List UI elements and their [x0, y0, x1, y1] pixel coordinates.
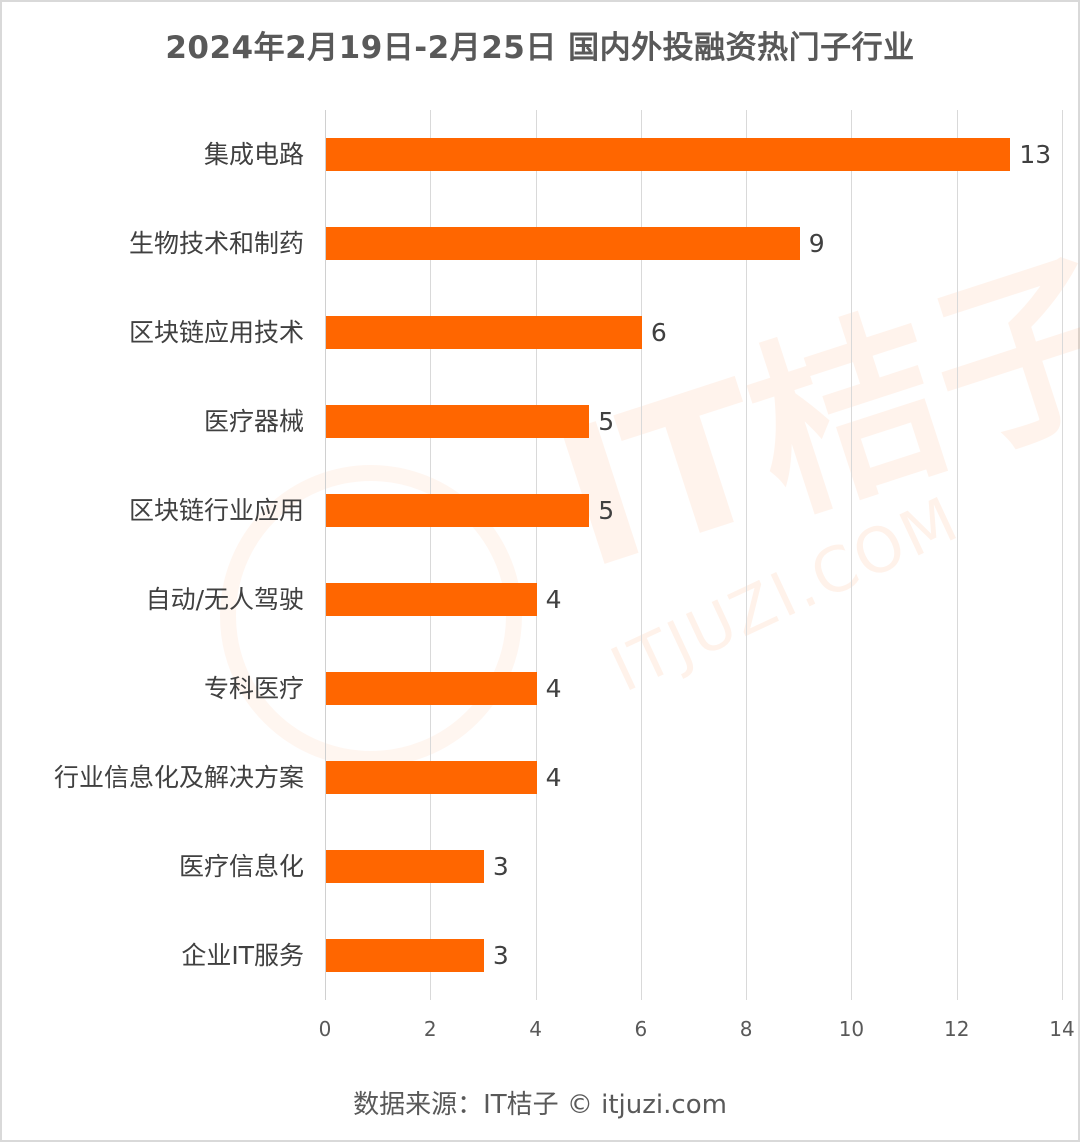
x-tick-label: 12	[943, 1017, 970, 1041]
category-label: 行业信息化及解决方案	[53, 762, 304, 792]
bar	[326, 493, 590, 527]
bar	[326, 315, 642, 349]
data-label: 9	[808, 228, 825, 258]
data-label: 3	[492, 940, 509, 970]
gridline	[535, 110, 537, 1000]
bar	[326, 849, 484, 883]
data-label: 13	[1019, 139, 1052, 169]
bar	[326, 938, 484, 972]
x-tick-label: 10	[838, 1017, 865, 1041]
bar	[326, 582, 537, 616]
category-label: 自动/无人驾驶	[145, 584, 304, 614]
category-label: 企业IT服务	[181, 940, 304, 970]
bar	[326, 404, 590, 438]
plot-area: 13 9 6 5 5 4 4 4 3 3	[325, 110, 1063, 1000]
category-label: 区块链行业应用	[128, 495, 304, 525]
category-label: 专科医疗	[203, 673, 304, 703]
x-tick-label: 0	[318, 1017, 332, 1041]
gridline	[640, 110, 642, 1000]
x-tick-label: 8	[739, 1017, 753, 1041]
data-label: 5	[598, 495, 615, 525]
x-tick-label: 14	[1049, 1017, 1075, 1041]
data-label: 6	[650, 317, 667, 347]
data-label: 4	[545, 584, 562, 614]
gridline	[1062, 110, 1063, 1000]
category-label: 区块链应用技术	[128, 317, 304, 347]
data-label: 3	[492, 851, 509, 881]
data-label: 4	[545, 673, 562, 703]
x-tick-label: 6	[634, 1017, 648, 1041]
x-tick-label: 2	[423, 1017, 437, 1041]
bar	[326, 671, 537, 705]
chart-title: 2024年2月19日-2月25日 国内外投融资热门子行业	[165, 30, 915, 66]
bar	[326, 137, 1011, 171]
gridline	[956, 110, 958, 1000]
category-label: 集成电路	[203, 139, 304, 169]
category-axis-line	[325, 110, 326, 1000]
gridline	[430, 110, 432, 1000]
data-label: 4	[545, 762, 562, 792]
category-label: 生物技术和制药	[128, 228, 304, 258]
category-label: 医疗器械	[203, 406, 304, 436]
category-label: 医疗信息化	[178, 851, 304, 881]
bar	[326, 760, 537, 794]
data-source: 数据来源：IT桔子 © itjuzi.com	[353, 1090, 727, 1120]
x-tick-label: 4	[529, 1017, 542, 1041]
data-label: 5	[598, 406, 615, 436]
gridline	[851, 110, 853, 1000]
bar	[326, 226, 800, 260]
gridline	[746, 110, 748, 1000]
